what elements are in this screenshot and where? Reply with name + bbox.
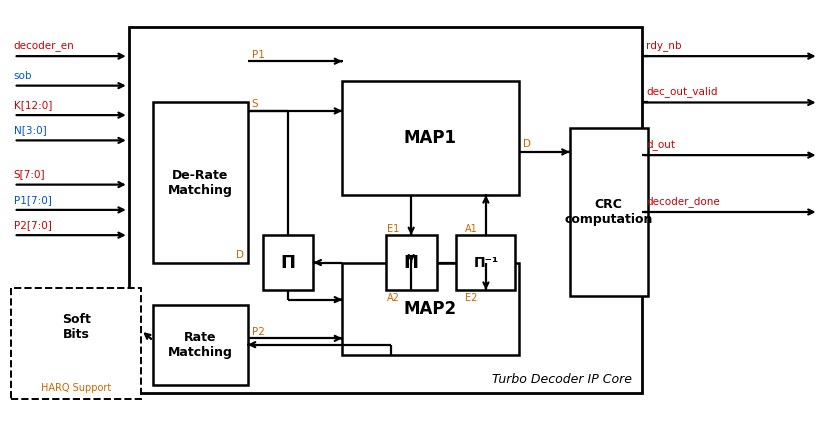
FancyBboxPatch shape	[263, 235, 313, 290]
Text: De-Rate
Matching: De-Rate Matching	[168, 168, 233, 196]
Text: rdy_nb: rdy_nb	[646, 40, 681, 51]
FancyBboxPatch shape	[153, 103, 248, 262]
Text: N[3:0]: N[3:0]	[14, 126, 46, 135]
Text: P2: P2	[252, 326, 265, 337]
Text: Π⁻¹: Π⁻¹	[473, 256, 499, 270]
Text: A1: A1	[466, 224, 478, 234]
FancyBboxPatch shape	[12, 288, 141, 399]
FancyBboxPatch shape	[153, 305, 248, 385]
Text: D: D	[236, 250, 244, 260]
FancyBboxPatch shape	[342, 262, 519, 355]
Text: MAP1: MAP1	[404, 129, 457, 147]
Text: P1: P1	[252, 50, 265, 59]
Text: A2: A2	[386, 293, 400, 303]
Text: decoder_done: decoder_done	[646, 196, 720, 207]
Text: dec_out_valid: dec_out_valid	[646, 86, 718, 98]
Text: decoder_en: decoder_en	[14, 40, 74, 51]
FancyBboxPatch shape	[569, 128, 648, 296]
Text: Rate
Matching: Rate Matching	[168, 331, 233, 359]
Text: S[7:0]: S[7:0]	[14, 170, 45, 180]
Text: K[12:0]: K[12:0]	[14, 100, 52, 110]
FancyBboxPatch shape	[386, 235, 437, 290]
FancyBboxPatch shape	[456, 235, 516, 290]
Text: sob: sob	[14, 70, 32, 81]
Text: S: S	[252, 99, 259, 109]
Text: P1[7:0]: P1[7:0]	[14, 195, 52, 205]
Text: CRC
computation: CRC computation	[564, 198, 653, 226]
Text: HARQ Support: HARQ Support	[41, 383, 111, 393]
Text: MAP2: MAP2	[404, 300, 457, 318]
Text: d_out: d_out	[646, 139, 675, 150]
Text: D: D	[523, 139, 531, 149]
Text: Π: Π	[280, 254, 296, 271]
FancyBboxPatch shape	[342, 81, 519, 195]
Text: E2: E2	[466, 293, 478, 303]
FancyBboxPatch shape	[129, 27, 642, 393]
Text: Turbo Decoder IP Core: Turbo Decoder IP Core	[492, 373, 632, 385]
Text: Π: Π	[404, 254, 419, 271]
Text: E1: E1	[386, 224, 399, 234]
Text: Soft
Bits: Soft Bits	[62, 313, 91, 341]
Text: P2[7:0]: P2[7:0]	[14, 220, 52, 230]
